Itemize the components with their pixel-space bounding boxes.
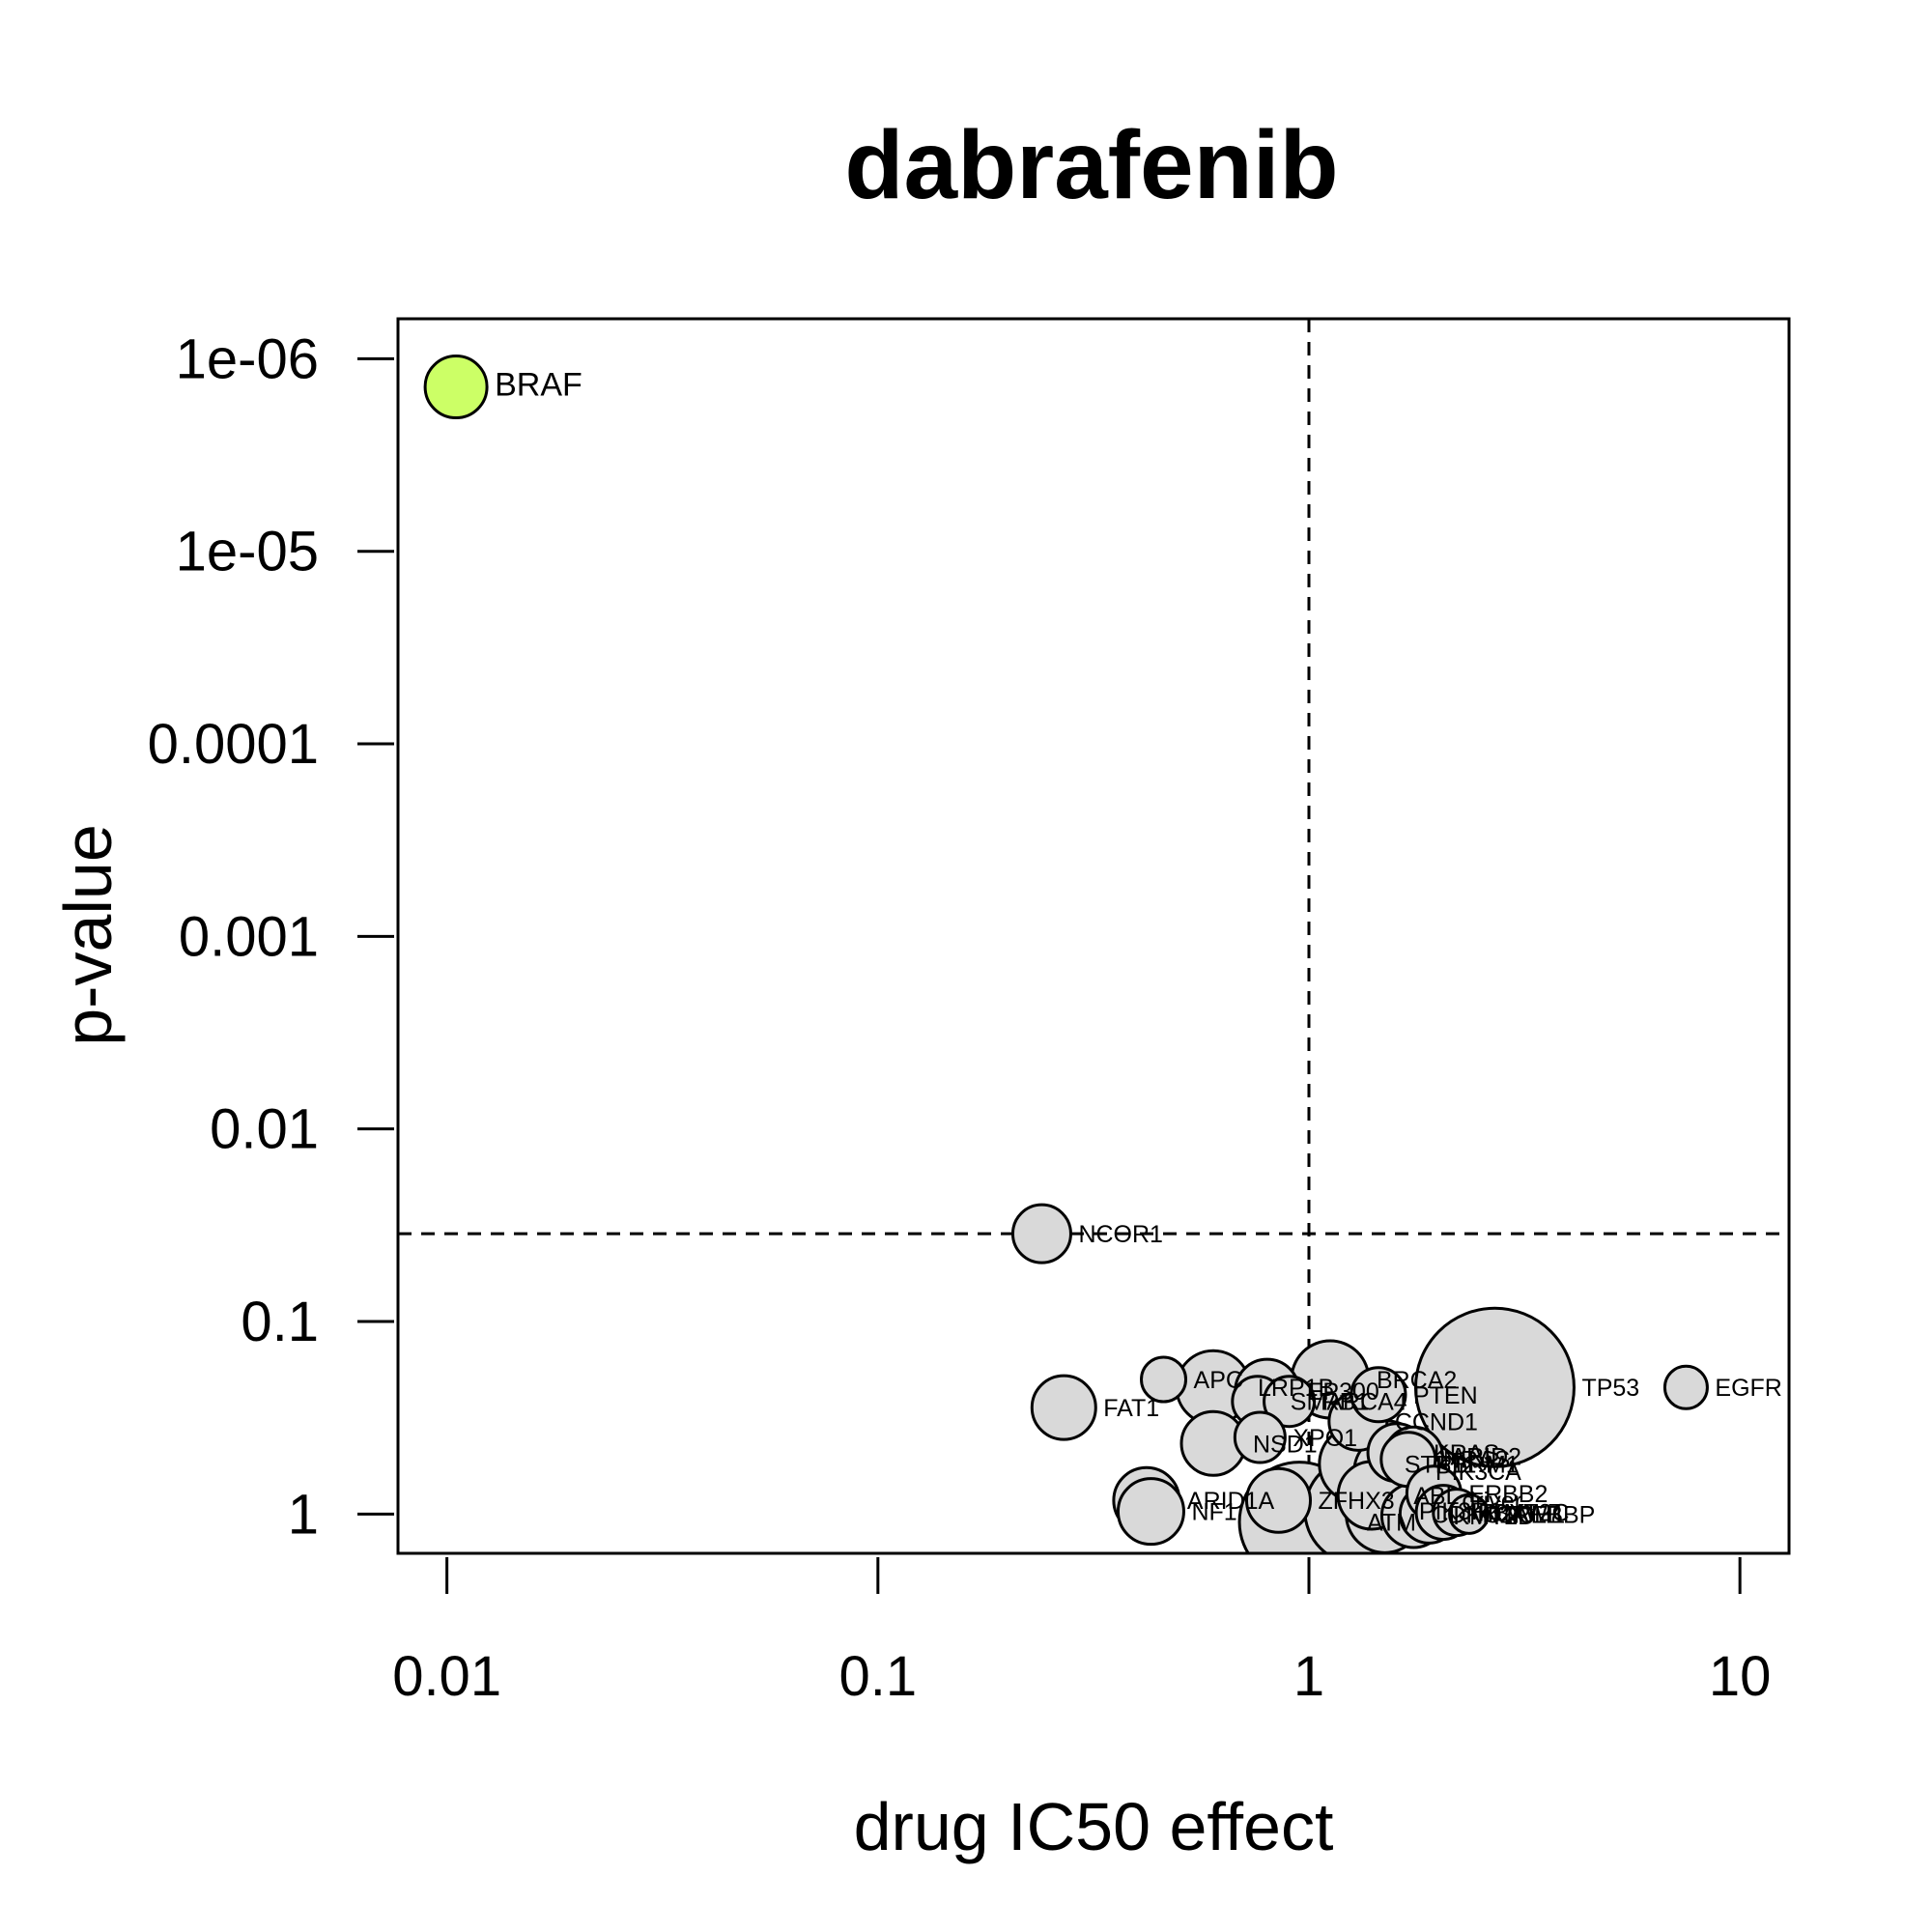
x-tick-label: 0.01 [392, 1645, 501, 1708]
label-pten: PTEN [1413, 1382, 1478, 1409]
label-ep300: EP300 [1307, 1378, 1379, 1406]
y-axis-label: p-value [50, 824, 126, 1046]
point-nf1 [1116, 1477, 1185, 1547]
label-notch1: NOTCH1 [1465, 1501, 1565, 1528]
label-kras: KRAS [1434, 1440, 1499, 1467]
label-zfhx3: ZFHX3 [1318, 1488, 1394, 1515]
x-tick-label: 10 [1709, 1645, 1772, 1708]
label-lrp1b: LRP1B [1258, 1375, 1334, 1402]
y-tick-label: 0.1 [241, 1291, 319, 1353]
label-rb1: RB1 [1322, 1389, 1370, 1416]
point-pten [1350, 1366, 1407, 1424]
data-points [423, 355, 1709, 1553]
label-braf: BRAF [495, 367, 582, 404]
label-atm: ATM [1367, 1510, 1416, 1537]
point-fat1 [1030, 1374, 1097, 1441]
label-smarca4: SMARCA4 [1291, 1389, 1407, 1416]
label-nf1: NF1 [1191, 1499, 1236, 1526]
label-driver: driver [1462, 1488, 1522, 1515]
label-xpo1: XPO1 [1293, 1425, 1357, 1452]
point-ncor1 [1010, 1203, 1072, 1264]
label-apc: APC [1194, 1367, 1243, 1394]
point-braf [423, 355, 489, 420]
label-pbrm1: PBRM1 [1436, 1452, 1520, 1479]
label-kmt2c: KMT2C [1488, 1500, 1570, 1527]
y-axis: 1e-06 1e-05 0.0001 0.001 0.01 0.1 1 [148, 327, 394, 1546]
label-cdkn2a: CDKN2A [1432, 1501, 1530, 1528]
label-pik3ca: PIK3CA [1435, 1459, 1521, 1486]
label-abl: ABL [1413, 1483, 1459, 1510]
point-egfr [1662, 1364, 1709, 1410]
label-kmt2d: KMT2D [1453, 1503, 1535, 1530]
label-ccnd1: CCND1 [1395, 1408, 1478, 1435]
chart-title: dabrafenib [844, 111, 1338, 219]
y-tick-label: 1e-06 [176, 327, 319, 390]
x-axis: 0.01 0.1 1 10 [392, 1557, 1771, 1708]
y-tick-label: 0.001 [179, 905, 319, 968]
label-arid2: ARID2 [1450, 1443, 1521, 1470]
point-crebbp [1448, 1492, 1491, 1535]
x-axis-label: drug IC50 effect [854, 1789, 1334, 1864]
label-brca2: BRCA2 [1377, 1367, 1457, 1394]
y-tick-label: 1 [288, 1483, 319, 1546]
label-pik3r1: PIK3R1 [1419, 1498, 1502, 1525]
label-arid1a: ARID1A [1187, 1488, 1275, 1515]
y-tick-label: 0.0001 [148, 713, 319, 776]
point-xpo1 [1233, 1410, 1287, 1464]
reference-lines [398, 319, 1789, 1553]
y-tick-label: 1e-05 [176, 521, 319, 583]
point-zfhx3 [1244, 1466, 1312, 1534]
label-erbb2: ERBB2 [1468, 1481, 1548, 1508]
label-tp53: TP53 [1581, 1375, 1639, 1402]
x-tick-label: 0.1 [838, 1645, 917, 1708]
label-nras: NRAS [1443, 1447, 1510, 1474]
label-fat1: FAT1 [1103, 1395, 1159, 1422]
y-tick-label: 0.01 [210, 1098, 319, 1161]
plot-frame [396, 317, 1791, 1555]
point-tp53 [1413, 1306, 1576, 1468]
label-fbxw7: FBXW7 [1478, 1500, 1561, 1527]
label-nsd1: NSD1 [1253, 1431, 1318, 1458]
x-tick-label: 1 [1293, 1645, 1324, 1708]
point-apc [1140, 1355, 1188, 1404]
point-rb1 [1263, 1375, 1317, 1429]
label-crebbp: CREBBP [1496, 1501, 1596, 1528]
label-egfr: EGFR [1715, 1375, 1781, 1402]
label-stk11: STK11 [1405, 1452, 1477, 1479]
label-ncor1: NCOR1 [1078, 1221, 1163, 1248]
